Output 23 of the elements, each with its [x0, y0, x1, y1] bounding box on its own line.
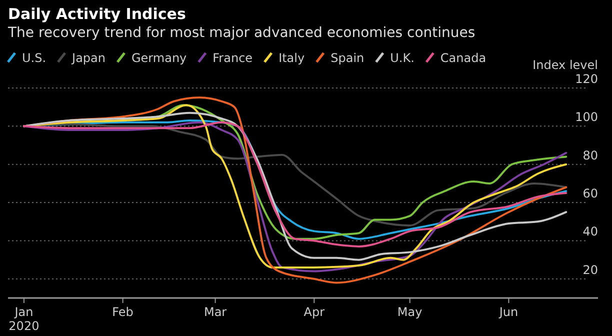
legend-label: U.K. [390, 51, 414, 65]
x-tick-label: Jan 2020 [8, 305, 40, 333]
y-axis-title: Index level [532, 58, 598, 72]
x-tick-label: Apr [304, 305, 325, 319]
x-tick-label: May [397, 305, 422, 319]
chart-subtitle: The recovery trend for most major advanced economies continues [7, 25, 476, 41]
chart-title: Daily Activity Indices [8, 5, 186, 23]
y-tick-label: 80 [582, 148, 598, 162]
legend-label: Spain [330, 51, 364, 65]
legend-label: Canada [440, 51, 486, 65]
y-tick-label: 100 [575, 110, 598, 124]
legend-label: U.S. [22, 51, 46, 65]
y-tick-label: 60 [582, 186, 598, 201]
y-tick-label: 120 [575, 72, 598, 86]
y-tick-label: 20 [582, 262, 598, 277]
legend-label: France [212, 51, 253, 65]
legend-label: Japan [71, 51, 106, 65]
legend-label: Germany [132, 51, 187, 65]
x-tick-label: Mar [204, 305, 227, 319]
legend-label: Italy [278, 51, 305, 65]
y-tick-label: 40 [582, 224, 598, 239]
x-tick-label: Jun [498, 305, 518, 319]
x-tick-label: Feb [112, 305, 134, 319]
